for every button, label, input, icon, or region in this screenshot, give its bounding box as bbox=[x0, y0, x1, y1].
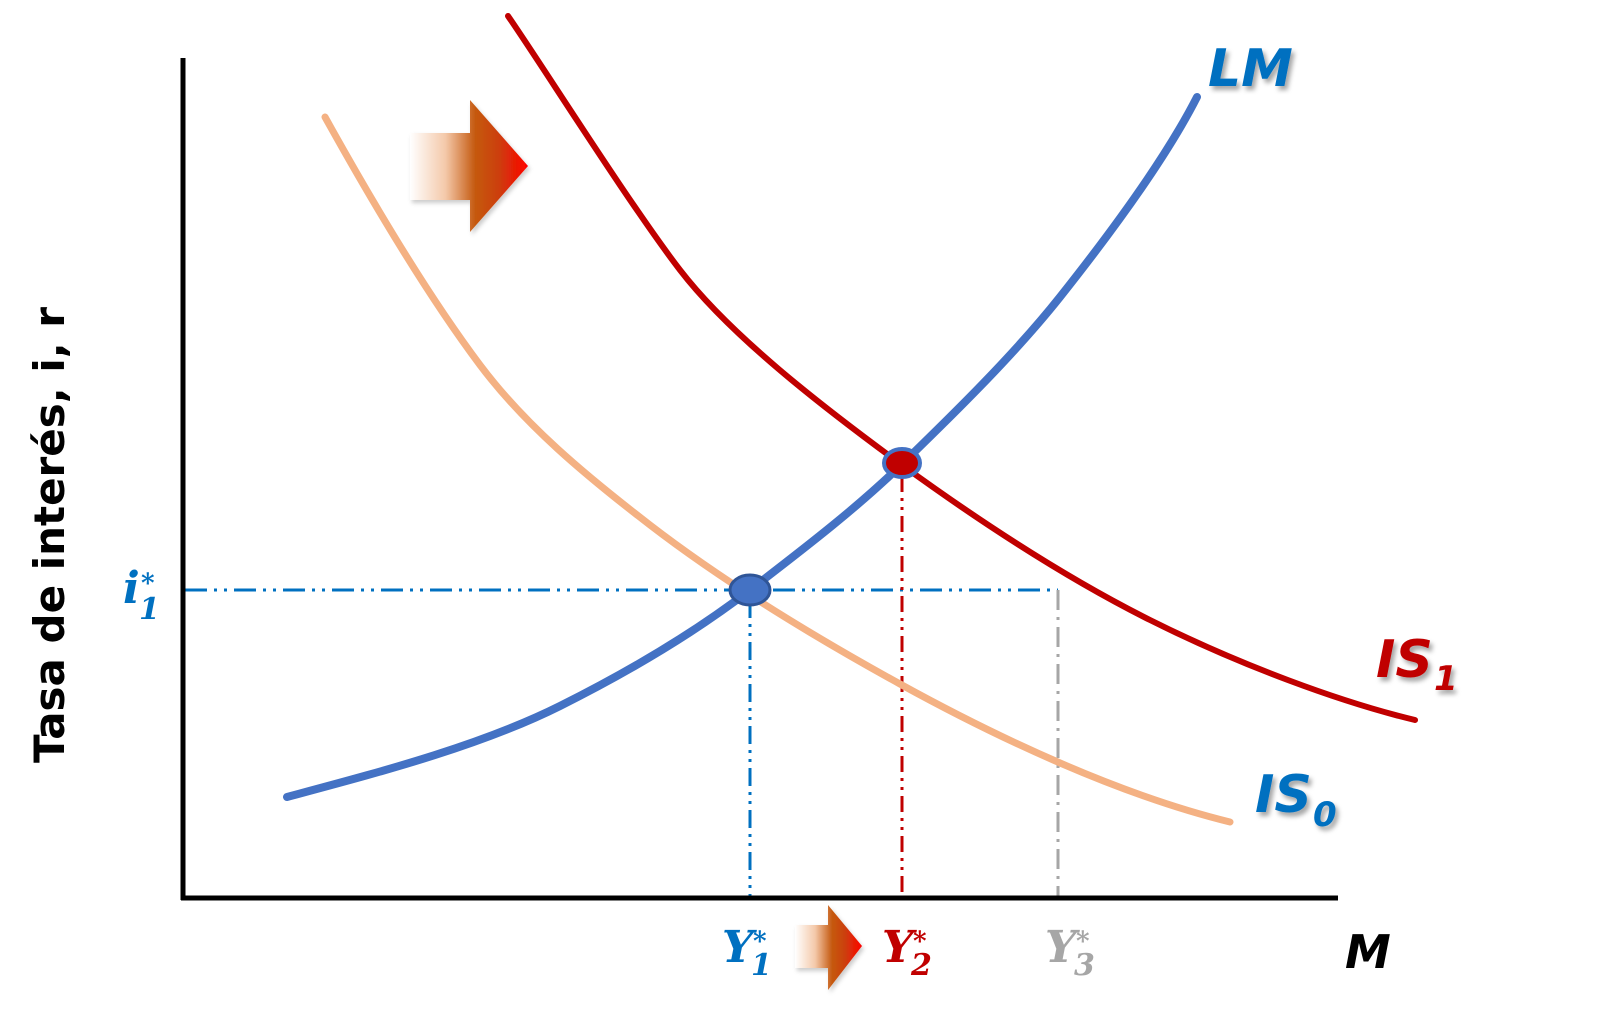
x-axis-title: M bbox=[1345, 925, 1391, 979]
output-2-symbol: Y bbox=[882, 922, 917, 973]
is0-curve bbox=[321, 113, 1234, 826]
output-3-superscript: * bbox=[1076, 927, 1090, 957]
is0-curve-label: IS 0 bbox=[1255, 765, 1337, 835]
is0-label-subscript: 0 bbox=[1313, 795, 1337, 835]
lm-curve-label: LM bbox=[1208, 39, 1293, 99]
output-3-symbol: Y bbox=[1045, 922, 1080, 973]
output-3-label: Y * 3 bbox=[1045, 922, 1095, 983]
equilibrium-point-1 bbox=[728, 573, 772, 607]
arrow-right-icon bbox=[795, 905, 862, 990]
is1-curve bbox=[505, 13, 1418, 723]
output-2-label: Y * 2 bbox=[882, 922, 932, 983]
interest-rate-superscript: * bbox=[141, 569, 155, 599]
equilibrium-point-2 bbox=[882, 447, 922, 479]
is0-label-text: IS bbox=[1255, 765, 1312, 825]
is1-label-text: IS bbox=[1376, 630, 1433, 690]
interest-rate-symbol: i bbox=[123, 563, 140, 614]
is1-curve-label: IS 1 bbox=[1376, 630, 1458, 699]
output-1-symbol: Y bbox=[722, 922, 757, 973]
output-1-superscript: * bbox=[753, 927, 767, 957]
output-2-superscript: * bbox=[913, 927, 927, 957]
output-3-subscript: 3 bbox=[1074, 948, 1095, 983]
y-axis-title: Tasa de interés, i, r bbox=[25, 307, 74, 763]
interest-rate-label: i * 1 bbox=[123, 563, 160, 627]
output-1-label: Y * 1 bbox=[722, 922, 772, 983]
interest-rate-subscript: 1 bbox=[139, 592, 160, 627]
arrow-right-icon bbox=[410, 100, 528, 232]
output-1-subscript: 1 bbox=[751, 948, 772, 983]
lm-curve bbox=[283, 93, 1201, 801]
output-2-subscript: 2 bbox=[910, 948, 932, 983]
is1-label-subscript: 1 bbox=[1434, 659, 1458, 699]
